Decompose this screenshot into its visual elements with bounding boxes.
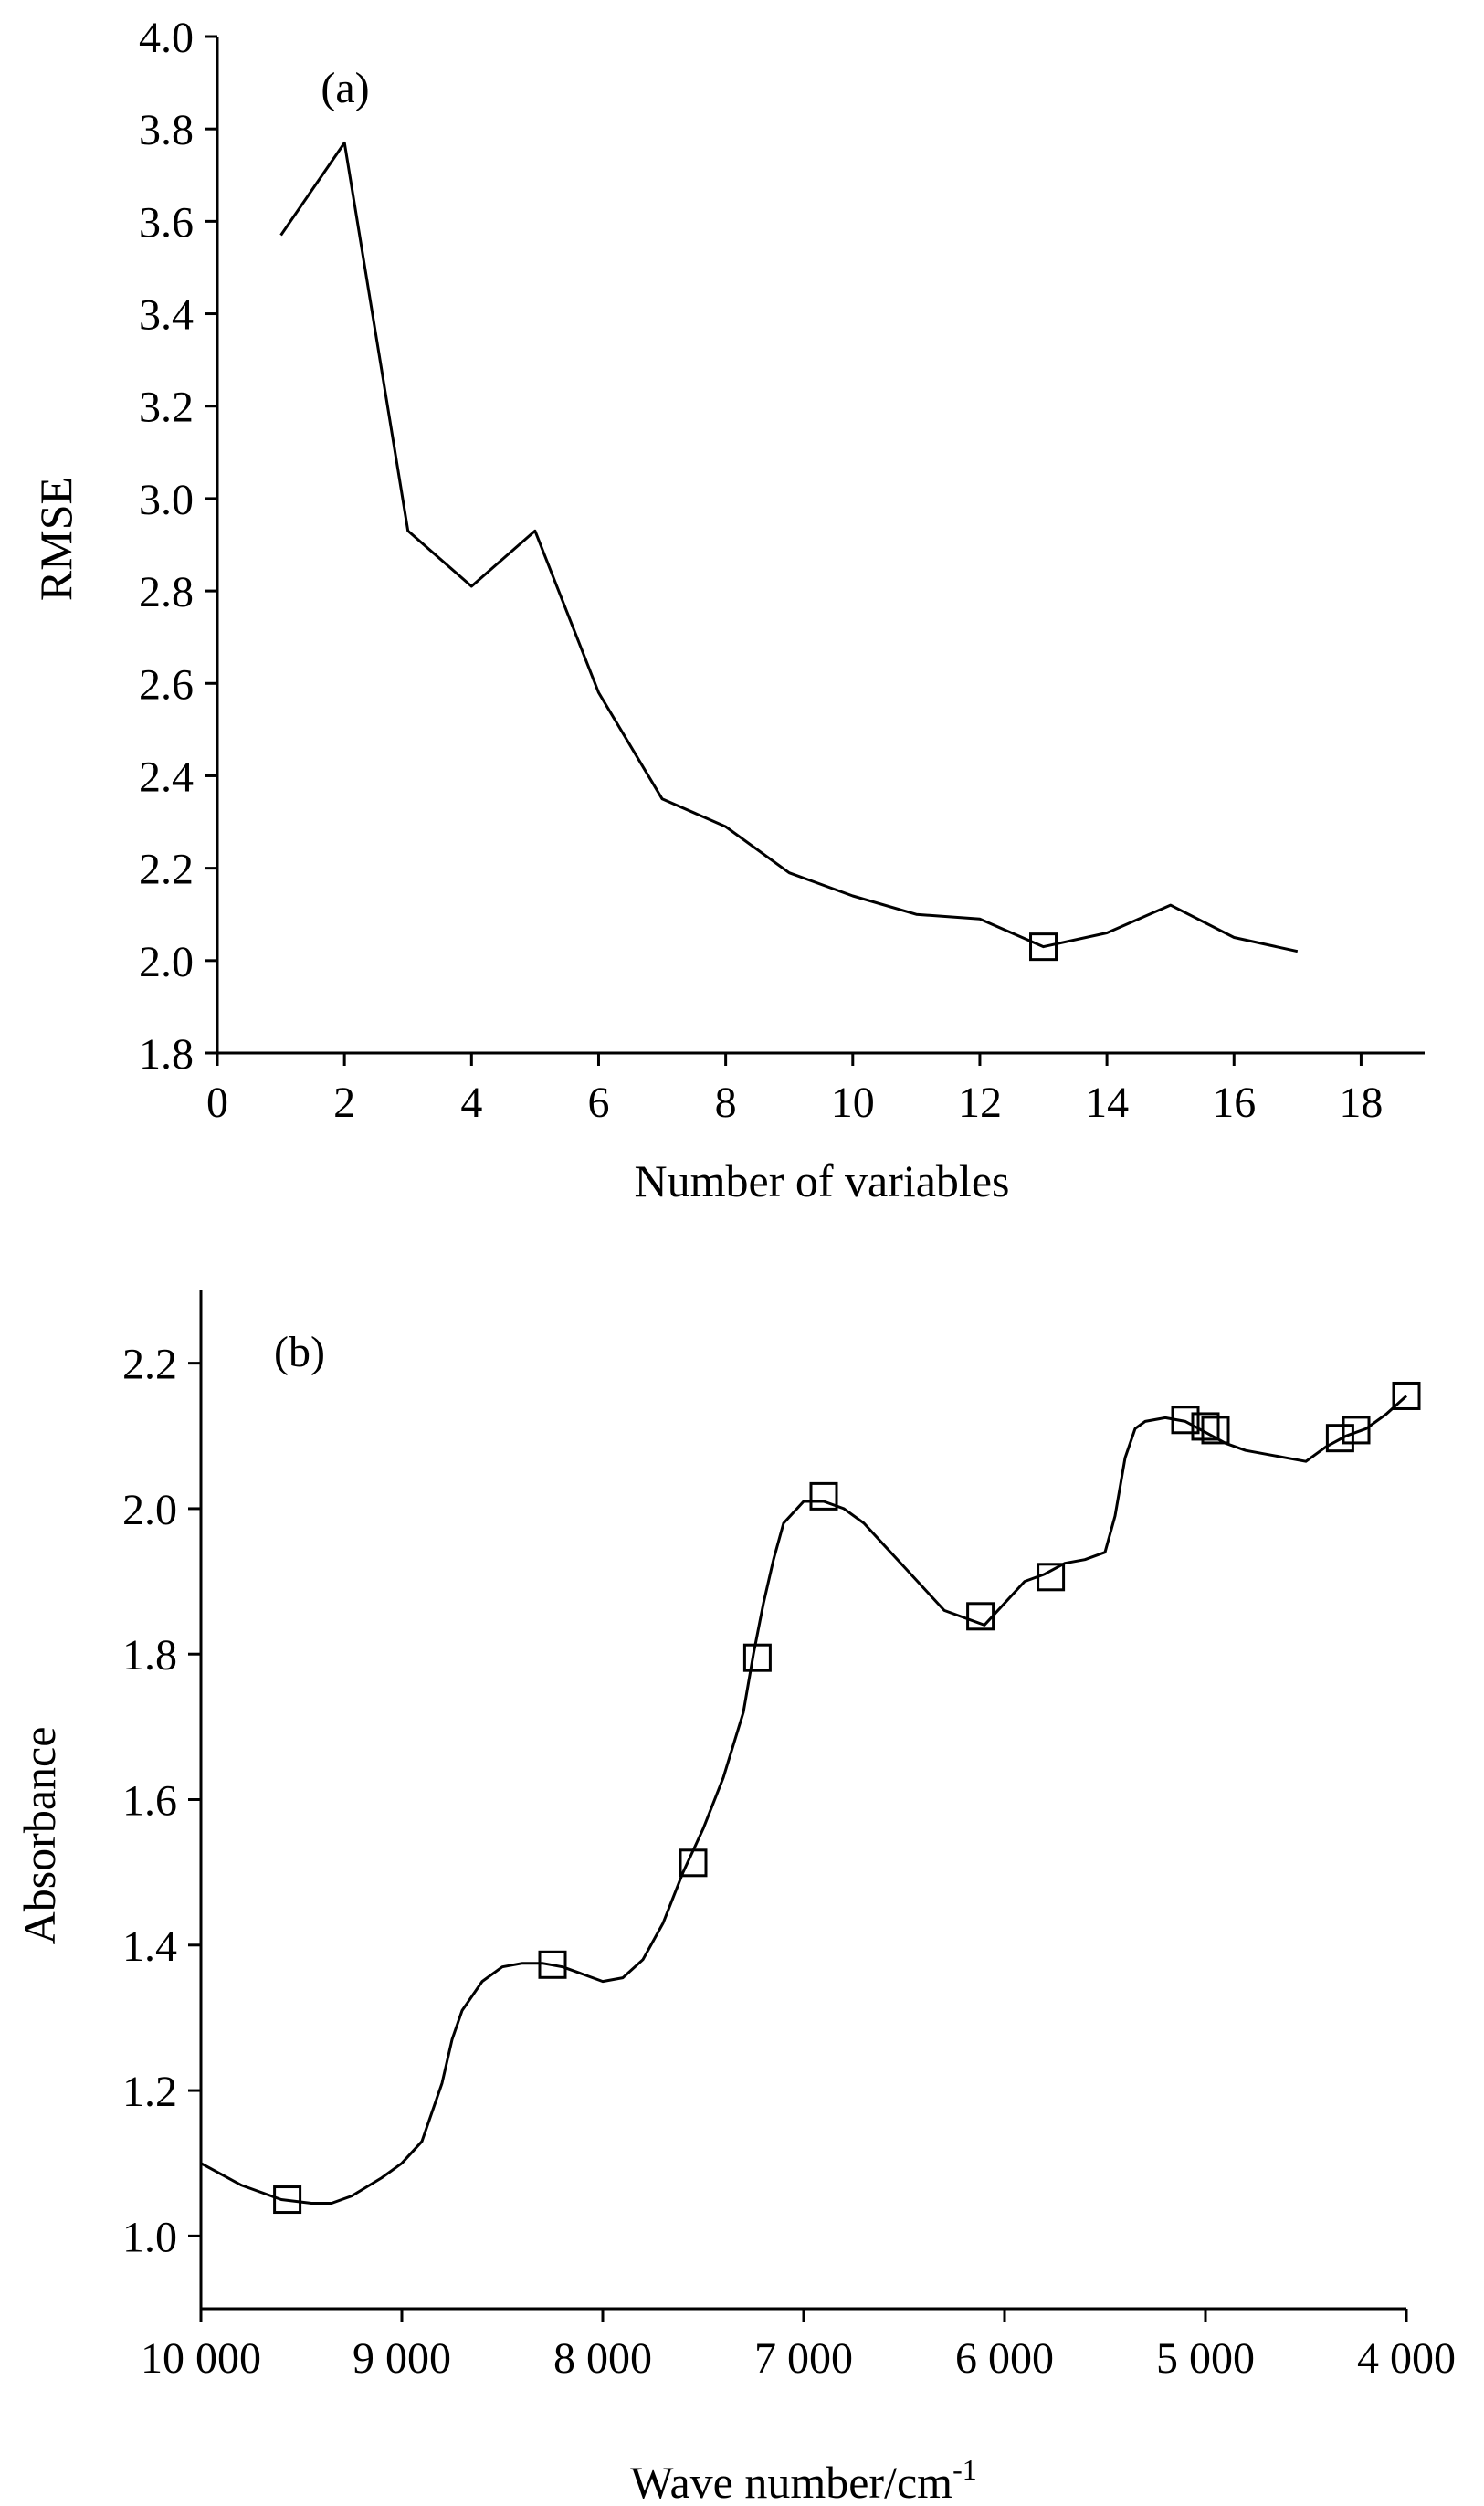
panel-label-a: (a): [321, 64, 369, 112]
x-axis-label-b-text: Wave number/cm: [630, 2457, 952, 2506]
x-tick-label-b: 8 000: [553, 2334, 652, 2383]
y-tick-label-a: 2.4: [139, 753, 194, 801]
square-marker-b: [1171, 1406, 1200, 1435]
square-marker-b: [273, 2185, 302, 2215]
x-tick-label-b: 7 000: [754, 2334, 853, 2383]
x-tick-label-a: 2: [333, 1079, 355, 1127]
x-axis-label-b: Wave number/cm-1: [630, 2453, 976, 2506]
square-marker-b: [966, 1602, 995, 1631]
x-tick-label-a: 0: [206, 1079, 228, 1127]
y-tick-label-b: 1.6: [122, 1777, 177, 1826]
y-axis-label-a: RMSE: [30, 477, 81, 601]
x-tick-label-a: 16: [1212, 1079, 1256, 1127]
y-tick-label-a: 3.6: [139, 198, 194, 247]
x-tick-label-a: 14: [1085, 1079, 1129, 1127]
square-marker-b: [809, 1481, 838, 1511]
y-tick-label-b: 1.0: [122, 2213, 177, 2261]
x-axis-label-b-sup: -1: [952, 2453, 977, 2486]
square-marker-b: [679, 1848, 708, 1878]
x-axis-label-a: Number of variables: [635, 1155, 1010, 1206]
y-tick-label-b: 1.8: [122, 1631, 177, 1679]
square-marker-b: [538, 1950, 567, 1979]
y-tick-label-b: 1.4: [122, 1922, 177, 1971]
y-tick-label-a: 2.8: [139, 568, 194, 616]
square-marker-b: [1325, 1424, 1354, 1453]
square-marker-b: [1392, 1381, 1421, 1410]
x-tick-label-a: 4: [460, 1079, 482, 1127]
y-tick-label-a: 3.2: [139, 384, 194, 432]
y-tick-label-b: 1.2: [122, 2068, 177, 2116]
y-tick-label-a: 2.0: [139, 938, 194, 986]
y-tick-label-a: 3.0: [139, 476, 194, 524]
series-line-a: [279, 141, 1299, 953]
x-tick-label-b: 9 000: [353, 2334, 451, 2383]
chart-a: (a) RMSE Number of variables 1.8 2.0 2.2 2.…: [30, 14, 1425, 1206]
square-marker-b: [1342, 1416, 1371, 1445]
y-tick-label-a: 3.8: [139, 106, 194, 154]
y-axis-label-b: Absorbance: [14, 1727, 65, 1945]
x-tick-label-a: 18: [1339, 1079, 1383, 1127]
y-tick-label-a: 4.0: [139, 14, 194, 62]
square-marker-a: [1029, 932, 1058, 962]
x-tick-label-b: 4 000: [1357, 2334, 1456, 2383]
x-tick-label-a: 6: [587, 1079, 609, 1127]
panel-label-b: (b): [274, 1328, 325, 1376]
x-tick-label-a: 8: [715, 1079, 737, 1127]
y-tick-label-a: 2.6: [139, 660, 194, 709]
x-tick-label-b: 6 000: [955, 2334, 1054, 2383]
x-tick-label-a: 10: [831, 1079, 875, 1127]
series-line-b: [200, 1395, 1408, 2205]
y-tick-label-a: 3.4: [139, 291, 194, 340]
square-marker-b: [1191, 1412, 1220, 1441]
chart-b: (b) Absorbance Wave number/cm-1 1.0 1.2 1.…: [14, 1290, 1456, 2506]
y-tick-label-b: 2.0: [122, 1486, 177, 1534]
y-tick-label-a: 1.8: [139, 1030, 194, 1079]
y-tick-label-a: 2.2: [139, 846, 194, 894]
x-tick-label-b: 10 000: [141, 2334, 261, 2383]
square-marker-b: [1037, 1563, 1066, 1592]
square-marker-b: [742, 1643, 772, 1672]
square-marker-b: [1201, 1416, 1230, 1445]
x-tick-label-a: 12: [958, 1079, 1002, 1127]
y-tick-label-b: 2.2: [122, 1341, 177, 1389]
x-tick-label-b: 5 000: [1156, 2334, 1255, 2383]
